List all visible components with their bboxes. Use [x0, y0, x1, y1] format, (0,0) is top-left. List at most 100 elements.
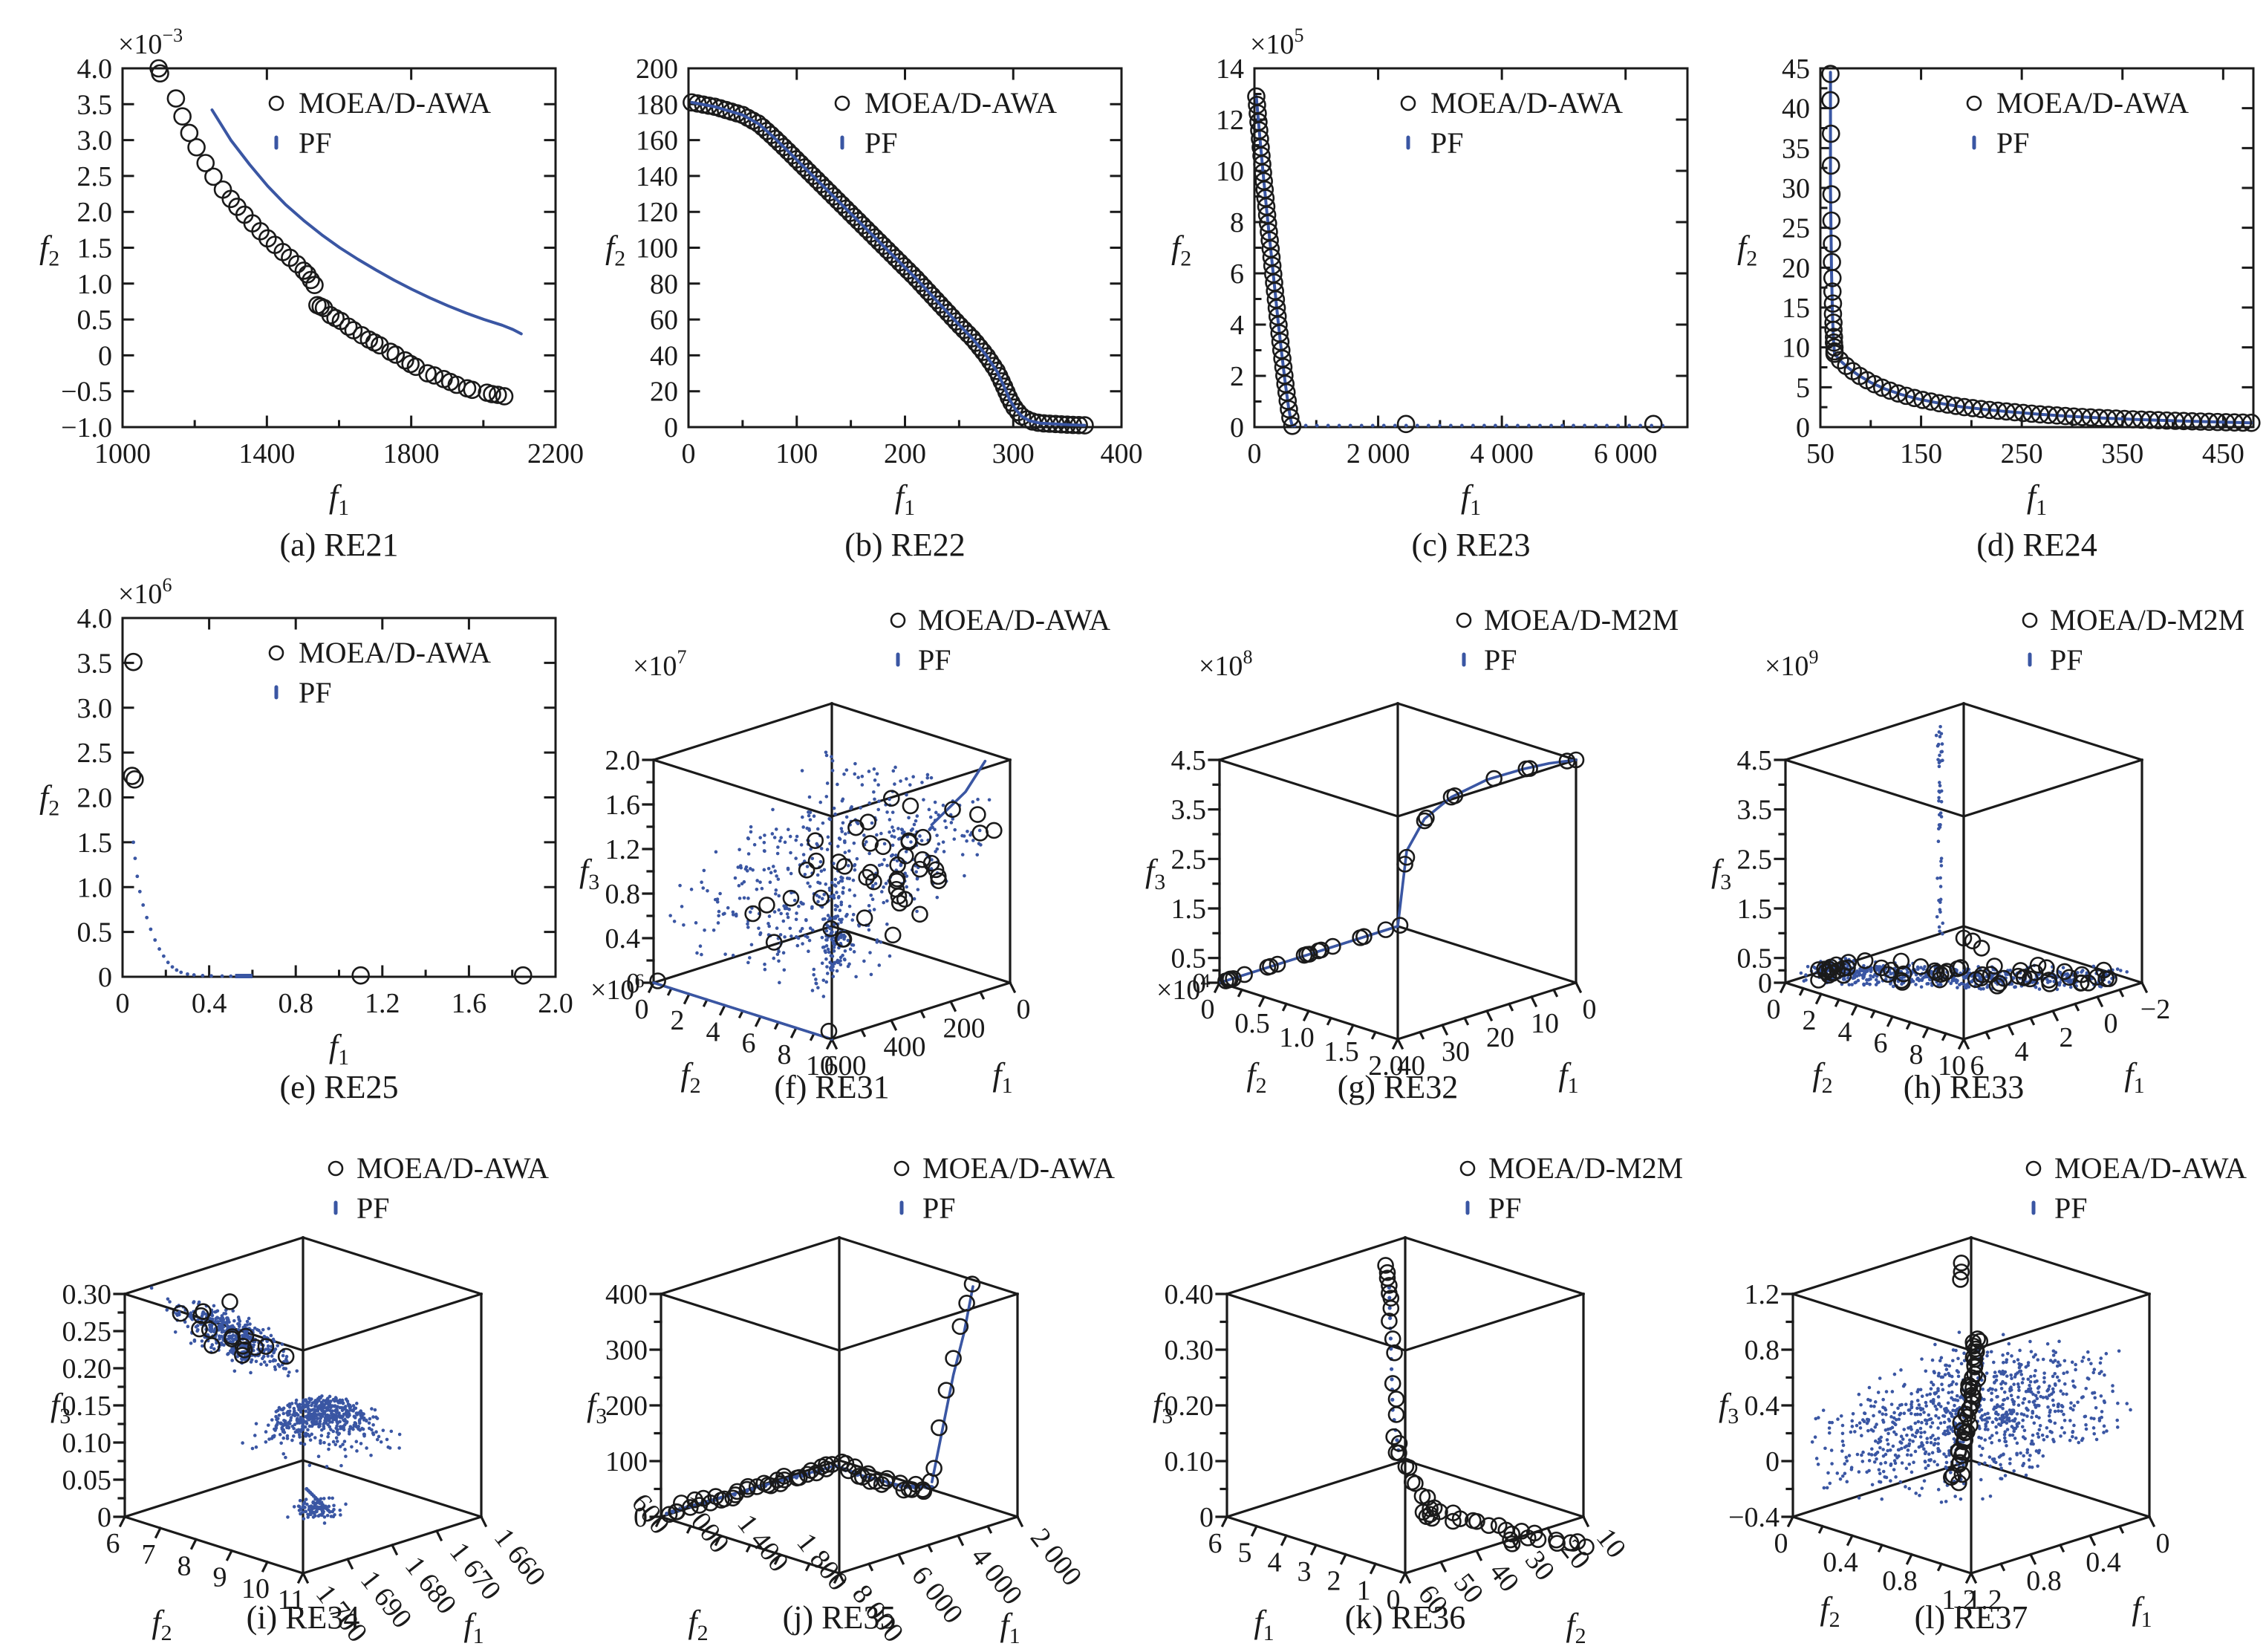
axis-box	[121, 617, 557, 978]
left-tick-label: 0	[1767, 994, 1781, 1025]
legend-label-algo: MOEA/D-AWA	[299, 86, 491, 120]
x-axis-label: f1	[2027, 478, 2047, 520]
caption: (a) RE21	[279, 527, 398, 563]
axis-ticks: 1000 1400 1800 2200 4.0 3.5 3.0 2.5 2.0 1.5 1.0 0.5…	[61, 53, 584, 469]
z-tick-label: 1.6	[605, 790, 641, 821]
series-MOEA/D-M2M-arc	[1385, 1428, 1595, 1555]
left-tick-label: 2.0	[1368, 1050, 1404, 1082]
legend-label-pf: PF	[865, 126, 898, 160]
y-tick-label: 2	[1230, 361, 1244, 392]
y-tick-label: 80	[650, 269, 678, 300]
series-MOEA/D-AWA-tail	[1825, 344, 2261, 432]
y-tick-label: 120	[636, 197, 678, 228]
caption: (i) RE34	[247, 1599, 360, 1636]
y-tick-label: 3.0	[77, 693, 113, 724]
left-tick-label: 2	[671, 1005, 685, 1036]
z-tick-label: 0.15	[62, 1391, 112, 1422]
x-tick-label: 2200	[527, 438, 584, 469]
legend-label-algo: MOEA/D-AWA	[1996, 86, 2189, 120]
z-axis-exponent: ×107	[633, 646, 686, 682]
z-tick-label: 100	[605, 1446, 648, 1477]
legend-label-pf: PF	[356, 1191, 390, 1225]
legend-label-algo: MOEA/D-M2M	[2050, 603, 2244, 637]
y-tick-label: 1.0	[77, 872, 113, 903]
z-tick-label: 0	[1765, 1446, 1780, 1477]
legend-label-pf: PF	[299, 676, 332, 709]
x-tick-label: 100	[775, 438, 818, 469]
caption: (e) RE25	[279, 1069, 398, 1105]
series-MOEA/D-AWA-rim	[276, 1402, 362, 1440]
left-tick-label: 0	[1201, 994, 1215, 1025]
y-tick-label: 1.5	[77, 827, 113, 859]
caption: (g) RE32	[1338, 1069, 1459, 1105]
z-tick-label: 0	[1192, 968, 1206, 999]
series-MOEA/D-AWA-stray	[1952, 1255, 1970, 1288]
left-tick-label: 11	[278, 1584, 305, 1616]
y-tick-label: −1.0	[61, 412, 112, 443]
series	[649, 750, 1003, 1041]
y-tick-label: 0	[1796, 412, 1810, 443]
z-tick-label: 4.5	[1171, 745, 1207, 776]
x-tick-label: 1.6	[452, 988, 487, 1019]
z-tick-label: 0.20	[1165, 1391, 1214, 1422]
left-tick-label: 1	[1357, 1575, 1371, 1606]
series-PF-floor	[1292, 423, 1665, 428]
y-tick-label: 1.5	[77, 233, 113, 264]
y-tick-label: 25	[1782, 213, 1810, 244]
left-tick-label: 0.5	[1234, 1008, 1270, 1039]
y-tick-label: 2.0	[77, 783, 113, 814]
cube-box	[1783, 701, 2144, 1041]
legend-label-algo: MOEA/D-AWA	[918, 603, 1110, 637]
series	[683, 93, 1094, 435]
subplot-i: 00.050.100.150.200.250.306 7 8 9 10 11 1 7001 …	[51, 1151, 552, 1648]
y-tick-label: 0	[98, 340, 112, 371]
z-tick-label: 0.30	[62, 1279, 112, 1310]
series-MOEA/D-AWA-outliers	[1396, 414, 1663, 434]
left-tick-label: 1.2	[1941, 1584, 1977, 1616]
x-tick-label: 150	[1900, 438, 1942, 469]
left-tick-label: 4	[706, 1016, 720, 1047]
z-tick-label: 0	[1758, 968, 1772, 999]
subplot-k: 00.100.200.300.406 5 4 3 2 1 0 605040302010f3f1…	[1153, 1151, 1683, 1648]
legend-label-algo: MOEA/D-AWA	[299, 636, 491, 669]
right-tick-label: 20	[1486, 1022, 1514, 1053]
left-tick-label: 6	[106, 1528, 120, 1559]
y-tick-label: 200	[636, 53, 678, 85]
left-axis-label: f2	[1820, 1590, 1840, 1632]
right-tick-label: 30	[1442, 1036, 1470, 1067]
series-MOEA/D-AWA	[1247, 87, 1302, 435]
legend: MOEA/D-AWA PF	[268, 86, 491, 160]
series	[149, 1286, 402, 1525]
series-PF-floor	[286, 1496, 348, 1525]
left-tick-label: 6	[1208, 1528, 1222, 1559]
series-MOEA/D-M2M	[1810, 952, 2117, 995]
subplot-b: 0 100 200 300 400020406080100120140160180200…	[605, 53, 1143, 563]
series-MOEA/D-AWA-floor	[660, 1453, 940, 1523]
left-tick-label: 10	[806, 1050, 834, 1082]
legend-label-pf: PF	[918, 643, 951, 677]
left-axis-exponent: ×104	[1156, 970, 1210, 1006]
left-tick-label: 3	[1298, 1556, 1312, 1587]
z-tick-label: 0.5	[1737, 943, 1773, 975]
caption: (c) RE23	[1411, 527, 1530, 563]
z-tick-label: 0	[1199, 1502, 1214, 1533]
z-tick-label: 0.25	[62, 1316, 112, 1347]
legend-label-pf: PF	[1430, 126, 1464, 160]
y-tick-label: 3.5	[77, 648, 113, 679]
legend: MOEA/D-AWA PF	[1966, 86, 2189, 160]
y-tick-label: 45	[1782, 53, 1810, 85]
right-tick-label: 10	[1590, 1523, 1632, 1564]
series-MOEA/D-M2M-up	[1955, 929, 1990, 957]
legend: MOEA/D-AWA PF	[2025, 1151, 2247, 1225]
series-MOEA/D-AWA	[683, 93, 1094, 435]
series	[1377, 1257, 1595, 1555]
axis-ticks: 00.51.52.53.54.50 0.5 1.0 1.5 2.040 30 20 10 0	[1171, 745, 1597, 1082]
left-tick-label: 4	[1268, 1547, 1282, 1578]
z-tick-label: 0	[626, 968, 640, 999]
y-tick-label: 12	[1216, 105, 1244, 136]
y-tick-label: 20	[650, 377, 678, 408]
right-axis-label: f1	[1558, 1056, 1578, 1098]
series	[1821, 65, 2261, 432]
